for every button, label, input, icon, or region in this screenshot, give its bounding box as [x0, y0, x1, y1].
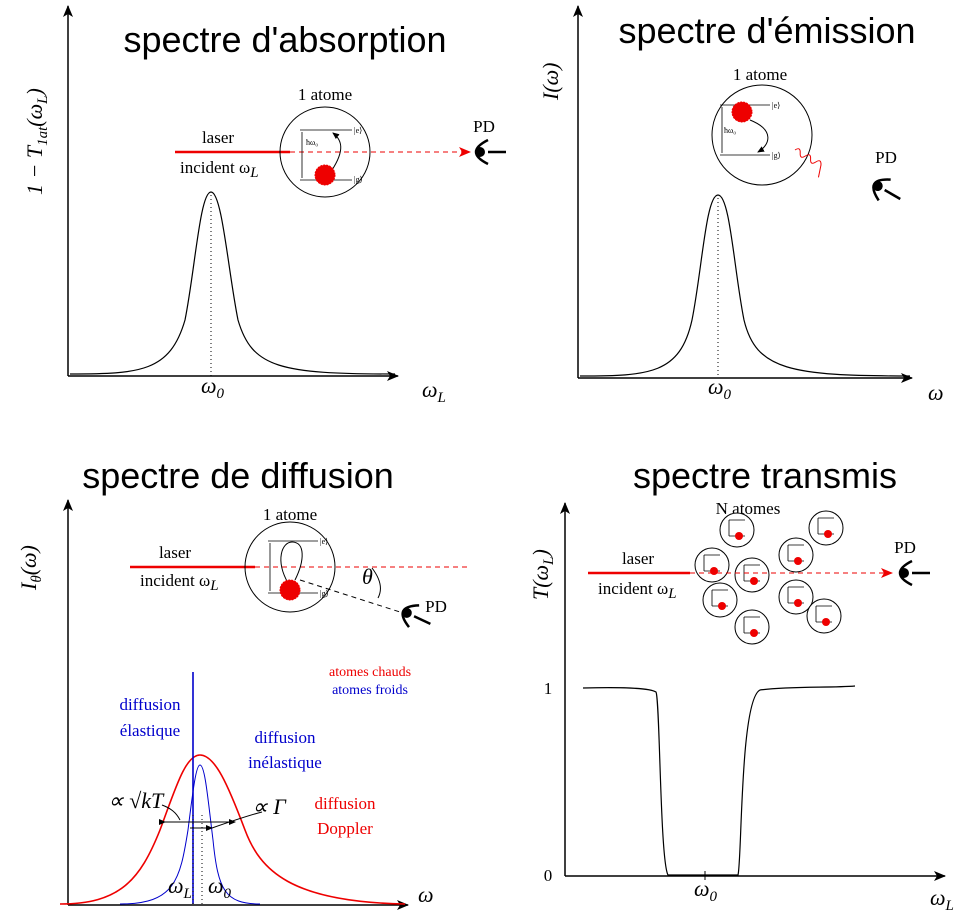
- atom: [806, 598, 842, 634]
- atom: [244, 521, 336, 613]
- cold-legend: atomes froids: [332, 683, 408, 698]
- atom: [702, 582, 738, 618]
- photodiode: [473, 138, 508, 166]
- cycle: [280, 541, 303, 584]
- x-label: ω: [928, 380, 944, 405]
- panel-diffusion: spectre de diffusion Iθ(ω) 1 atome laser…: [16, 455, 470, 910]
- pointer: [161, 804, 181, 821]
- title: spectre de diffusion: [82, 455, 394, 496]
- gamma-label: ∝ Γ: [252, 794, 287, 819]
- energy: ħω₀: [306, 138, 318, 147]
- angle-arc: [371, 567, 381, 599]
- curve: [579, 194, 911, 377]
- doppler-label: diffusion: [314, 794, 376, 813]
- wl-tick: ωL: [168, 873, 192, 902]
- w0-tick: ω0: [208, 873, 232, 902]
- incident-label: incident ωL: [598, 579, 677, 602]
- theta-label: θ: [362, 564, 373, 589]
- x-label: ω: [418, 882, 434, 907]
- atom-label: 1 atome: [263, 505, 317, 524]
- panel-emission: spectre d'émission I(ω) ω0 ω 1 atome |e⟩…: [538, 5, 944, 405]
- pd-label: PD: [894, 538, 916, 557]
- hot-legend: atomes chauds: [329, 665, 411, 680]
- inelastic-label: diffusion: [254, 728, 316, 747]
- incident-label: incident ωL: [180, 158, 259, 181]
- laser-label: laser: [202, 128, 234, 147]
- level-g: |g⟩: [772, 151, 781, 160]
- level-e: |e⟩: [320, 537, 328, 546]
- panel-transmis: spectre transmis T(ωL) 1 0 ω0 ωL N atome…: [528, 455, 954, 912]
- panel-absorption: spectre d'absorption 1 − T1at(ωL) ω0 ωL …: [22, 5, 508, 406]
- y-label: 1 − T1at(ωL): [22, 88, 51, 195]
- photodiode: [866, 171, 908, 211]
- photon: [794, 148, 822, 178]
- y-label: Iθ(ω): [16, 545, 45, 591]
- pd-label: PD: [425, 597, 447, 616]
- y-label: T(ωL): [528, 549, 557, 600]
- incident-label: incident ωL: [140, 571, 219, 594]
- level-e: |e⟩: [354, 126, 362, 135]
- doppler-label: Doppler: [317, 819, 373, 838]
- atom-label: 1 atome: [733, 65, 787, 84]
- x-tick: ω0: [201, 373, 225, 402]
- atom: [778, 537, 814, 573]
- atom: [808, 510, 844, 546]
- level-e: |e⟩: [772, 101, 780, 110]
- atoms-label: N atomes: [716, 499, 781, 518]
- x-tick: ω0: [694, 876, 718, 905]
- title: spectre transmis: [633, 455, 897, 496]
- x-label: ωL: [930, 885, 954, 912]
- level-g: |g⟩: [320, 589, 329, 598]
- decay: [749, 119, 769, 153]
- inelastic-curve: [119, 764, 261, 905]
- doppler-curve: [59, 754, 406, 905]
- excitation: [331, 132, 342, 171]
- inelastic-label: inélastique: [248, 753, 322, 772]
- atom: [719, 512, 755, 548]
- atom: [734, 557, 770, 593]
- electron: [279, 579, 301, 601]
- level-g: |g⟩: [354, 175, 363, 184]
- x-tick: ω0: [708, 374, 732, 403]
- pd-label: PD: [473, 117, 495, 136]
- kt-label: ∝ √kT: [108, 788, 165, 813]
- curve: [69, 191, 396, 375]
- laser-label: laser: [159, 543, 191, 562]
- electron: [314, 164, 336, 186]
- curve: [582, 685, 856, 876]
- atom-label: 1 atome: [298, 85, 352, 104]
- photodiode: [897, 559, 932, 587]
- x-label: ωL: [422, 377, 446, 406]
- y-label: I(ω): [538, 62, 563, 101]
- electron: [731, 101, 753, 123]
- title: spectre d'émission: [619, 10, 916, 51]
- atom: [694, 547, 730, 583]
- y-tick: 0: [544, 866, 553, 885]
- laser-label: laser: [622, 549, 654, 568]
- title: spectre d'absorption: [123, 19, 446, 60]
- atom: [734, 609, 770, 645]
- y-tick: 1: [544, 679, 553, 698]
- atom: [778, 579, 814, 615]
- pd-label: PD: [875, 148, 897, 167]
- atom: [279, 106, 371, 198]
- elastic-label: diffusion: [119, 695, 181, 714]
- energy: ħω₀: [724, 126, 736, 135]
- scattered-path: [299, 579, 401, 613]
- pointer: [211, 811, 263, 829]
- elastic-label: élastique: [120, 721, 180, 740]
- atom: [711, 84, 813, 186]
